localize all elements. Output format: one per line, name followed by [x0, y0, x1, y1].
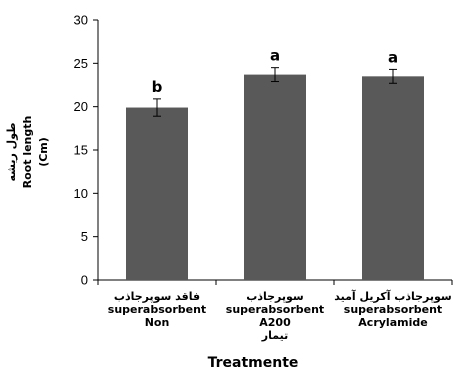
y-axis-title-line: (Cm) [37, 137, 50, 167]
y-axis-title-line: Root length [21, 116, 34, 189]
bar [362, 76, 424, 280]
error-bar [389, 68, 397, 84]
error-bar [153, 98, 161, 117]
significance-letter: b [152, 78, 163, 96]
bar [244, 74, 306, 280]
x-axis-title: Treatmente [208, 355, 299, 370]
significance-letter: a [270, 47, 280, 65]
x-category-label: Acrylamide [358, 316, 427, 329]
y-tick-label: 20 [74, 99, 88, 114]
y-tick-label: 25 [74, 56, 88, 71]
significance-letter: a [388, 48, 398, 66]
bar [126, 107, 188, 281]
x-category-label: Non [145, 316, 170, 329]
y-axis-title-line: طول ریشه [5, 123, 18, 182]
x-category-label: تیمار [261, 329, 288, 342]
x-category-label: superabsorbent [226, 303, 324, 316]
y-tick-label: 15 [74, 143, 88, 158]
y-axis-title: طول ریشه Root length (Cm) [5, 116, 50, 189]
x-category-label: فاقد سوپرجاذب [114, 290, 200, 303]
y-tick-label: 5 [81, 229, 88, 244]
y-tick-label: 30 [74, 13, 88, 28]
x-category-label: A200 [259, 316, 291, 329]
x-category-label: superabsorbent [108, 303, 206, 316]
x-category-label: superabsorbent [344, 303, 442, 316]
y-tick-label: 10 [74, 186, 88, 201]
x-category-label: سوپرجاذب [246, 290, 303, 303]
x-category-label: سوپرجاذب آکریل آمید [334, 289, 452, 303]
y-tick-label: 0 [81, 273, 88, 288]
error-bar [271, 67, 279, 83]
